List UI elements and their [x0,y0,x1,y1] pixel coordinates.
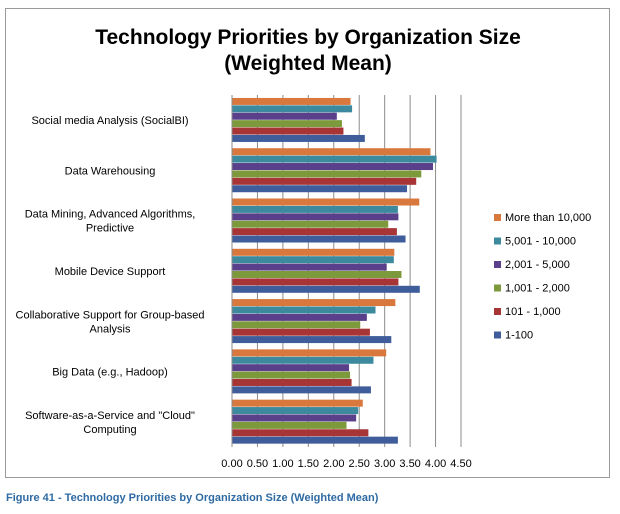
bar-5-001-10-000-cat-1 [232,105,353,113]
legend-swatch [494,261,501,268]
legend-swatch [494,214,501,221]
bar-more-than-10-000-cat-6 [232,349,387,357]
bar-1-100-cat-2 [232,185,408,193]
bar-2-001-5-000-cat-3 [232,213,399,221]
legend-swatch [494,308,501,315]
bar-1-001-2-000-cat-5 [232,321,361,329]
category-label: Data Mining, Advanced Algorithms, [25,209,196,221]
bar-101-1-000-cat-3 [232,228,397,236]
legend-swatch [494,284,501,292]
x-tick-label: 0.50 [247,458,268,470]
bar-2-001-5-000-cat-2 [232,163,434,171]
bar-1-100-cat-3 [232,235,406,243]
bar-5-001-10-000-cat-5 [232,306,376,314]
bar-more-than-10-000-cat-3 [232,198,420,206]
bar-more-than-10-000-cat-2 [232,148,431,156]
legend-label: 1,001 - 2,000 [505,283,570,295]
x-tick-label: 0.00 [221,458,242,470]
figure-caption: Figure 41 - Technology Priorities by Org… [6,492,379,504]
bar-101-1-000-cat-2 [232,177,417,185]
legend-label: 1-100 [505,330,533,342]
legend-label: 101 - 1,000 [505,306,561,318]
category-label: Big Data (e.g., Hadoop) [52,367,168,379]
x-tick-label: 1.50 [298,458,319,470]
legend-swatch [494,237,501,245]
bar-2-001-5-000-cat-4 [232,263,387,271]
bar-5-001-10-000-cat-3 [232,205,398,213]
x-tick-label: 2.00 [323,458,344,470]
bars [232,97,437,444]
category-label: Software-as-a-Service and "Cloud" [25,410,195,422]
bar-5-001-10-000-cat-7 [232,407,359,415]
category-labels: Social media Analysis (SocialBI) Data War… [16,115,205,436]
x-tick-label: 4.00 [425,458,446,470]
legend: More than 10,000 5,001 - 10,000 2,001 - 5,… [494,212,591,342]
x-tick-label: 1.00 [272,458,293,470]
category-label: Analysis [90,323,131,335]
bar-101-1-000-cat-7 [232,429,369,437]
bar-5-001-10-000-cat-4 [232,256,394,264]
bar-1-001-2-000-cat-1 [232,120,342,128]
bar-101-1-000-cat-4 [232,278,399,286]
bar-1-001-2-000-cat-3 [232,220,389,228]
bar-more-than-10-000-cat-7 [232,399,363,407]
bar-1-001-2-000-cat-7 [232,421,347,429]
bar-1-100-cat-1 [232,134,365,142]
bar-more-than-10-000-cat-4 [232,248,395,256]
category-label: Computing [83,424,136,436]
bar-1-001-2-000-cat-2 [232,170,422,178]
chart-title-line-1: Technology Priorities by Organization Si… [95,26,521,49]
bar-2-001-5-000-cat-7 [232,414,357,422]
bar-5-001-10-000-cat-6 [232,356,374,364]
bar-2-001-5-000-cat-6 [232,364,350,372]
bar-1-001-2-000-cat-6 [232,371,351,379]
bar-1-100-cat-4 [232,285,420,293]
category-label: Social media Analysis (SocialBI) [31,115,188,127]
bar-1-001-2-000-cat-4 [232,271,402,278]
chart-title-line-2: (Weighted Mean) [224,52,392,75]
chart-frame: Technology Priorities by Organization Si… [5,8,610,478]
legend-swatch [494,331,501,339]
bar-5-001-10-000-cat-2 [232,155,437,163]
category-label: Mobile Device Support [55,266,166,278]
bar-101-1-000-cat-5 [232,328,370,336]
bar-2-001-5-000-cat-1 [232,112,337,120]
bar-1-100-cat-7 [232,436,398,444]
legend-label: More than 10,000 [505,212,591,224]
bar-101-1-000-cat-6 [232,378,352,386]
bar-2-001-5-000-cat-5 [232,313,367,321]
category-label: Predictive [86,223,134,235]
x-tick-label: 3.00 [374,458,395,470]
bar-1-100-cat-5 [232,336,392,344]
legend-label: 2,001 - 5,000 [505,259,570,271]
x-tick-label: 2.50 [349,458,370,470]
category-label: Data Warehousing [65,165,156,177]
category-label: Collaborative Support for Group-based [16,309,205,321]
x-tick-labels: 0.00 0.50 1.00 1.50 2.00 2.50 3.00 3.50 4.00 4.50 [221,458,471,470]
bar-more-than-10-000-cat-5 [232,299,396,307]
bar-101-1-000-cat-1 [232,127,344,135]
bar-1-100-cat-6 [232,386,371,394]
bar-more-than-10-000-cat-1 [232,97,351,105]
x-tick-label: 4.50 [450,458,471,470]
legend-label: 5,001 - 10,000 [505,236,576,248]
bar-chart: Technology Priorities by Organization Si… [16,26,592,470]
x-tick-label: 3.50 [399,458,420,470]
